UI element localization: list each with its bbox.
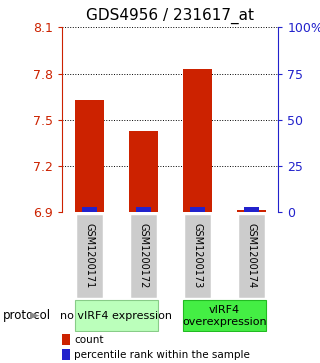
FancyBboxPatch shape bbox=[129, 213, 158, 299]
Text: GSM1200171: GSM1200171 bbox=[84, 223, 94, 289]
Bar bbox=[62, 334, 70, 345]
Bar bbox=[62, 349, 70, 360]
FancyBboxPatch shape bbox=[182, 300, 266, 331]
Text: GSM1200172: GSM1200172 bbox=[139, 223, 148, 289]
Text: ►: ► bbox=[30, 309, 40, 322]
Text: no vIRF4 expression: no vIRF4 expression bbox=[60, 311, 172, 321]
Bar bbox=[136, 207, 151, 212]
FancyBboxPatch shape bbox=[75, 300, 158, 331]
FancyBboxPatch shape bbox=[75, 213, 104, 299]
Bar bbox=[236, 210, 266, 212]
Text: percentile rank within the sample: percentile rank within the sample bbox=[74, 350, 250, 360]
Text: GSM1200174: GSM1200174 bbox=[246, 223, 256, 289]
FancyBboxPatch shape bbox=[236, 213, 266, 299]
Bar bbox=[129, 131, 158, 212]
FancyBboxPatch shape bbox=[182, 213, 212, 299]
Bar bbox=[190, 207, 205, 212]
Bar bbox=[182, 69, 212, 212]
Text: GSM1200173: GSM1200173 bbox=[192, 223, 203, 289]
Text: vIRF4
overexpression: vIRF4 overexpression bbox=[182, 305, 267, 327]
Bar bbox=[82, 207, 97, 212]
Bar bbox=[75, 100, 104, 212]
Text: count: count bbox=[74, 335, 103, 345]
Bar bbox=[244, 207, 259, 212]
Text: protocol: protocol bbox=[3, 309, 51, 322]
Title: GDS4956 / 231617_at: GDS4956 / 231617_at bbox=[86, 8, 254, 24]
